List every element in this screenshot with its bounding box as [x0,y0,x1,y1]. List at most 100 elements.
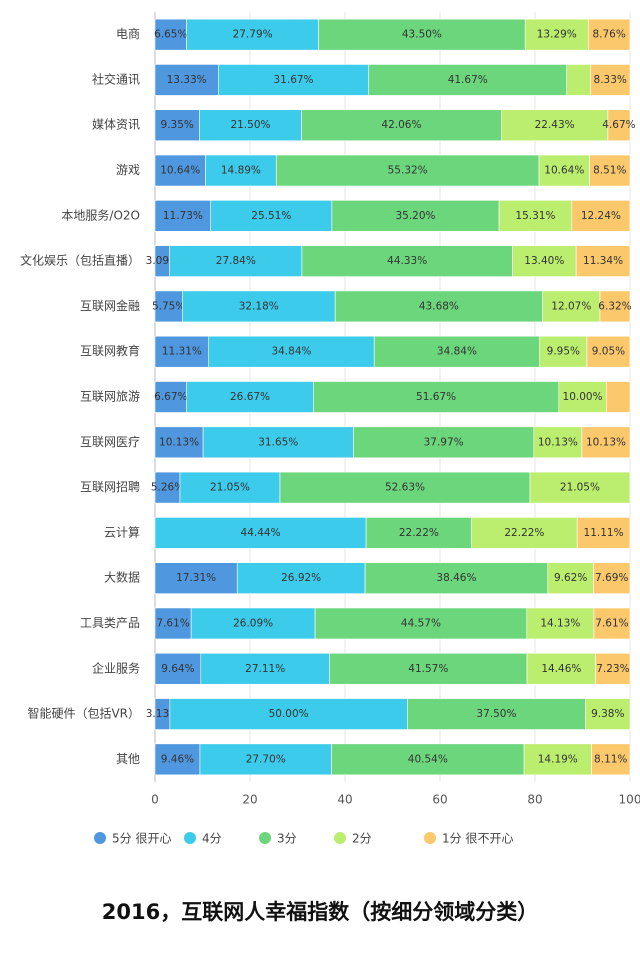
chart-title: 2016，互联网人幸福指数（按细分领域分类） [102,900,538,924]
value-label: 9.62% [554,572,587,584]
category-label: 媒体资讯 [92,118,140,132]
value-label: 34.84% [271,346,311,358]
value-label: 52.63% [385,482,425,494]
legend-label: 3分 [277,832,297,846]
category-label: 互联网医疗 [80,435,140,449]
bar-segment [154,652,202,685]
bar-segment [365,517,472,549]
bar-segment [154,200,212,232]
bar-segment [576,517,631,549]
value-label: 8.76% [592,29,625,41]
bar-segment [529,471,631,504]
value-label: 51.67% [416,391,456,403]
value-label: 31.65% [258,436,298,448]
x-tick-label: 60 [432,793,447,807]
value-label: 13.40% [524,255,564,267]
value-label: 22.22% [399,527,439,539]
x-tick-label: 80 [527,793,542,807]
value-label: 27.84% [216,255,256,267]
value-label: 8.33% [594,74,627,86]
value-label: 15.31% [515,210,555,222]
value-label: 10.13% [586,436,626,448]
x-tick-label: 20 [242,793,257,807]
bar-segment [318,18,526,51]
bar-segment [605,381,631,413]
x-tick-label: 100 [619,793,640,807]
bar-segment [169,698,408,730]
value-label: 13.33% [167,74,207,86]
value-label: 9.95% [547,346,580,358]
bar-segment [202,426,354,459]
bar-segment [154,607,192,640]
value-label: 9.64% [161,663,194,675]
value-label: 14.19% [538,753,578,765]
value-label: 22.43% [535,119,575,131]
value-label: 21.05% [210,482,250,494]
bar-segment [575,245,631,277]
value-label: 41.67% [448,74,488,86]
bar-segment [538,154,590,187]
bar-segment [599,290,631,323]
value-label: 9.05% [592,346,625,358]
value-label: 34.84% [437,346,477,358]
value-label: 11.34% [583,255,623,267]
bar-segment [589,154,631,187]
bar-segment [154,335,210,368]
bar-segment [524,18,589,51]
x-tick-label: 0 [151,793,159,807]
bar-segment [313,381,560,413]
bar-segment [471,517,578,549]
value-label: 50.00% [269,708,309,720]
value-label: 11.31% [162,346,202,358]
bar-segment [154,471,181,504]
category-label: 其他 [116,752,140,766]
value-label: 35.20% [395,210,435,222]
bar-segment [169,245,303,277]
value-label: 7.69% [595,572,628,584]
bar-segment [236,562,366,594]
bar-segment [588,18,631,51]
bar-segment [542,290,601,323]
bar-segment [533,426,583,459]
value-label: 7.61% [595,617,628,629]
value-label: 42.06% [381,119,421,131]
legend-label: 5分 很开心 [112,832,171,846]
value-label: 43.50% [402,29,442,41]
value-label: 10.13% [538,436,578,448]
bar-segment [208,335,375,368]
category-label: 互联网教育 [80,343,140,358]
value-label: 13.29% [537,29,577,41]
value-label: 21.50% [230,119,270,131]
bar-segment [190,607,316,640]
bar-segment [210,200,333,232]
bar-segment [186,18,319,51]
value-label: 12.07% [551,300,591,312]
bar-segment [558,381,607,413]
category-label: 企业服务 [92,660,140,675]
value-label: 11.11% [584,527,624,539]
value-label: 55.32% [388,165,428,177]
value-label: 7.23% [596,663,629,675]
bar-segment [186,381,314,413]
bar-segment [179,471,281,504]
legend-swatch [334,832,346,844]
value-label: 37.97% [424,436,464,448]
value-label: 22.22% [504,527,544,539]
bar-segment [301,245,513,277]
value-label: 7.61% [156,617,189,629]
bar-segment [275,154,540,187]
legend-label: 2分 [352,832,372,846]
bar-segment [331,743,525,776]
bar-segment [205,154,277,187]
bar-segment [154,517,367,549]
bar-segment [586,335,631,368]
bar-segment [301,109,502,142]
value-label: 25.51% [251,210,291,222]
value-label: 6.67% [154,391,187,403]
value-label: 40.54% [408,753,448,765]
value-label: 14.46% [541,663,581,675]
bar-segment [199,109,302,142]
bar-segment [279,471,531,504]
value-label: 9.46% [161,753,194,765]
value-label: 10.64% [544,165,584,177]
